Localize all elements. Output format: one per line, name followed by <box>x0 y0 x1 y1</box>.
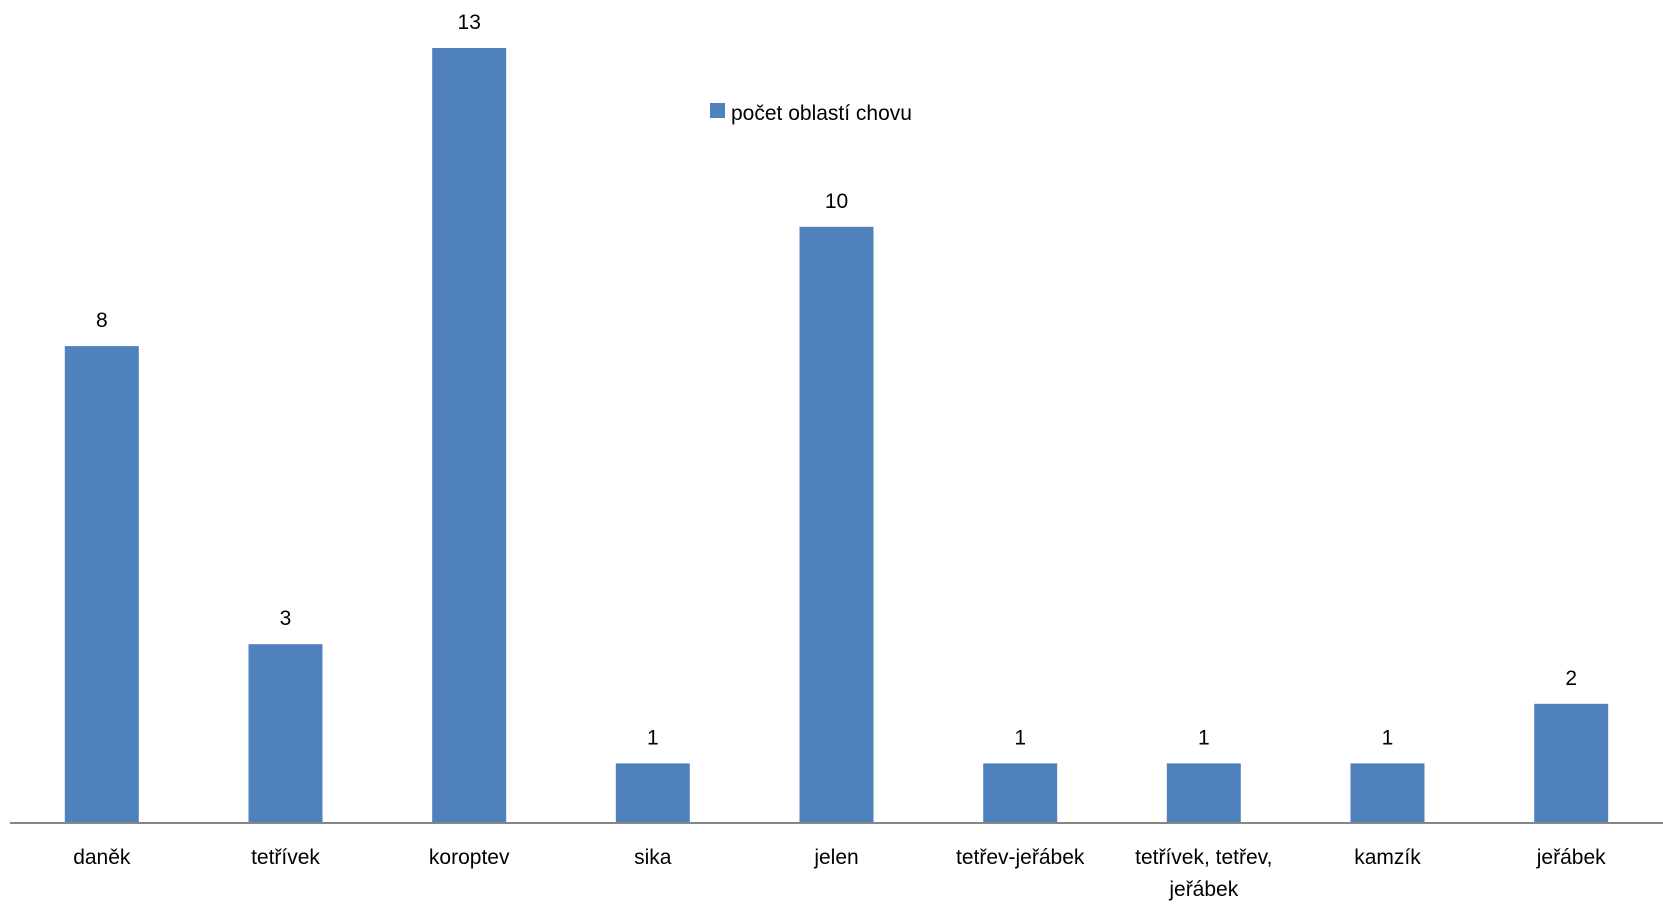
category-label-6: tetřívek, tetřev, jeřábek <box>1135 846 1272 901</box>
category-label-7: kamzík <box>1354 846 1421 869</box>
data-label-3: 1 <box>647 726 659 749</box>
bar-4 <box>799 226 874 824</box>
category-label-8: jeřábek <box>1536 846 1606 869</box>
category-label-4: jelen <box>813 846 858 869</box>
data-label-6: 1 <box>1198 726 1210 749</box>
legend-swatch <box>710 103 725 118</box>
bar-5 <box>983 763 1058 823</box>
category-label-2: koroptev <box>429 846 510 869</box>
category-label-5: tetřev-jeřábek <box>956 846 1085 869</box>
data-labels-group: 8 3 13 1 10 1 1 1 2 <box>96 11 1577 749</box>
data-label-1: 3 <box>280 607 292 630</box>
data-label-5: 1 <box>1014 726 1026 749</box>
bars-group <box>64 48 1609 824</box>
category-label-1: tetřívek <box>251 846 320 869</box>
bar-3 <box>615 763 690 823</box>
category-labels-group: daněk tetřívek koroptev sika jelen tetřev-jeř… <box>73 846 1606 901</box>
bar-2 <box>432 48 507 823</box>
bar-6 <box>1166 763 1241 823</box>
data-label-8: 2 <box>1565 667 1577 690</box>
category-label-3: sika <box>634 846 672 869</box>
data-label-4: 10 <box>825 190 848 213</box>
legend: počet oblastí chovu <box>710 102 912 125</box>
data-label-0: 8 <box>96 309 108 332</box>
bar-8 <box>1534 703 1609 823</box>
bar-1 <box>248 644 323 823</box>
category-label-0: daněk <box>73 846 131 869</box>
bar-7 <box>1350 763 1425 823</box>
bar-0 <box>64 346 139 823</box>
data-label-7: 1 <box>1382 726 1394 749</box>
data-label-2: 13 <box>458 11 481 34</box>
legend-label: počet oblastí chovu <box>731 102 912 125</box>
